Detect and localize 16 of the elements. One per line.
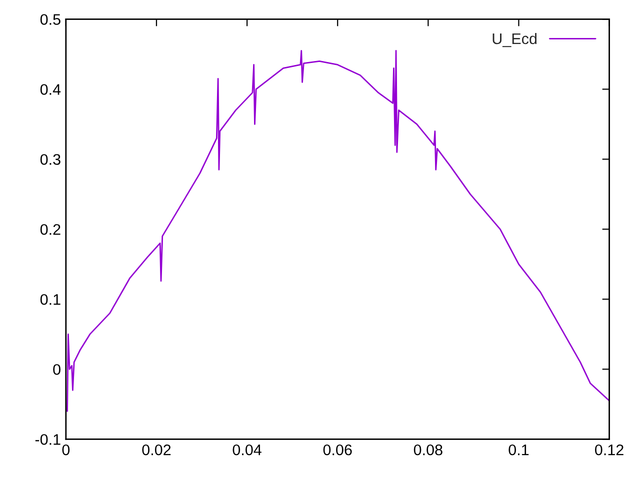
x-tick-label: 0.02 — [142, 444, 171, 456]
x-tick-label: 0.04 — [232, 444, 262, 456]
y-tick-label: -0.1 — [35, 434, 60, 445]
x-tick-label: 0.12 — [595, 444, 624, 456]
x-tick-label: 0 — [62, 444, 70, 456]
x-tick-label: 0.08 — [414, 444, 442, 456]
y-tick-label: 0.5 — [40, 14, 60, 25]
y-tick-label: 0.1 — [40, 294, 60, 305]
x-tick-label: 0.1 — [508, 444, 529, 456]
line-series — [66, 50, 610, 412]
x-tick-label: 0.06 — [323, 444, 352, 456]
y-tick-label: 0.2 — [40, 224, 60, 235]
y-tick-label: 0.4 — [40, 84, 61, 95]
legend-label: U_Ecd — [492, 32, 536, 48]
y-tick-label: 0.3 — [40, 154, 60, 165]
y-tick-label: 0 — [53, 364, 60, 375]
